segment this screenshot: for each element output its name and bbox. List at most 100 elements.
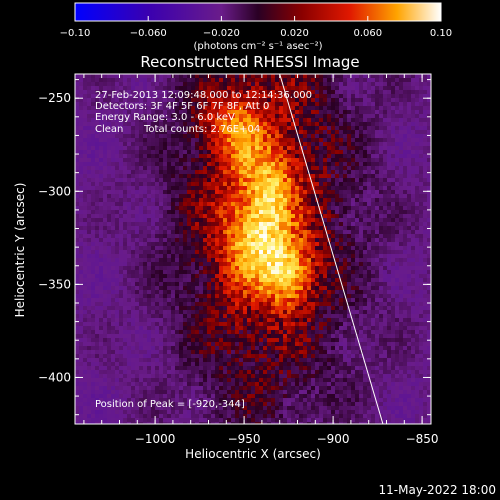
heatmap-cell bbox=[135, 198, 140, 203]
heatmap-cell bbox=[271, 118, 276, 123]
heatmap-cell bbox=[387, 182, 392, 187]
heatmap-cell bbox=[215, 78, 220, 83]
heatmap-cell bbox=[131, 254, 136, 259]
heatmap-cell bbox=[351, 230, 356, 235]
heatmap-cell bbox=[127, 150, 132, 155]
heatmap-cell bbox=[275, 238, 280, 243]
heatmap-cell bbox=[287, 290, 292, 295]
heatmap-cell bbox=[283, 214, 288, 219]
heatmap-cell bbox=[283, 254, 288, 259]
heatmap-cell bbox=[131, 94, 136, 99]
heatmap-cell bbox=[283, 282, 288, 287]
heatmap-cell bbox=[83, 266, 88, 271]
heatmap-cell bbox=[147, 74, 152, 79]
heatmap-cell bbox=[327, 170, 332, 175]
heatmap-cell bbox=[87, 246, 92, 251]
heatmap-cell bbox=[139, 190, 144, 195]
heatmap-cell bbox=[107, 98, 112, 103]
heatmap-cell bbox=[255, 210, 260, 215]
heatmap-cell bbox=[391, 182, 396, 187]
heatmap-cell bbox=[135, 234, 140, 239]
heatmap-cell bbox=[99, 178, 104, 183]
heatmap-cell bbox=[183, 98, 188, 103]
heatmap-cell bbox=[247, 130, 252, 135]
heatmap-cell bbox=[403, 142, 408, 147]
heatmap-cell bbox=[167, 266, 172, 271]
heatmap-cell bbox=[351, 210, 356, 215]
heatmap-cell bbox=[415, 246, 420, 251]
heatmap-cell bbox=[239, 126, 244, 131]
heatmap-cell bbox=[423, 118, 428, 123]
heatmap-cell bbox=[239, 290, 244, 295]
heatmap-cell bbox=[423, 242, 428, 247]
heatmap-cell bbox=[119, 230, 124, 235]
heatmap-cell bbox=[259, 130, 264, 135]
heatmap-cell bbox=[91, 222, 96, 227]
heatmap-cell bbox=[295, 274, 300, 279]
heatmap-cell bbox=[163, 238, 168, 243]
heatmap-cell bbox=[91, 210, 96, 215]
heatmap-cell bbox=[367, 194, 372, 199]
heatmap-cell bbox=[303, 206, 308, 211]
heatmap-cell bbox=[319, 238, 324, 243]
heatmap-cell bbox=[179, 286, 184, 291]
heatmap-cell bbox=[183, 138, 188, 143]
heatmap-cell bbox=[207, 174, 212, 179]
heatmap-cell bbox=[235, 170, 240, 175]
heatmap-cell bbox=[243, 126, 248, 131]
heatmap-cell bbox=[107, 226, 112, 231]
heatmap-cell bbox=[219, 218, 224, 223]
heatmap-cell bbox=[351, 146, 356, 151]
heatmap-cell bbox=[175, 118, 180, 123]
heatmap-cell bbox=[347, 82, 352, 87]
heatmap-cell bbox=[395, 178, 400, 183]
heatmap-cell bbox=[287, 114, 292, 119]
heatmap-cell bbox=[171, 290, 176, 295]
heatmap-cell bbox=[167, 154, 172, 159]
heatmap-cell bbox=[119, 290, 124, 295]
heatmap-cell bbox=[359, 294, 364, 299]
heatmap-cell bbox=[399, 122, 404, 127]
heatmap-cell bbox=[103, 238, 108, 243]
heatmap-cell bbox=[215, 98, 220, 103]
heatmap-cell bbox=[159, 146, 164, 151]
heatmap-cell bbox=[391, 122, 396, 127]
heatmap-cell bbox=[83, 86, 88, 91]
heatmap-cell bbox=[319, 98, 324, 103]
heatmap-cell bbox=[79, 278, 84, 283]
heatmap-cell bbox=[427, 194, 431, 199]
heatmap-cell bbox=[207, 198, 212, 203]
heatmap-cell bbox=[99, 214, 104, 219]
heatmap-cell bbox=[415, 266, 420, 271]
heatmap-cell bbox=[287, 166, 292, 171]
heatmap-cell bbox=[247, 82, 252, 87]
heatmap-cell bbox=[235, 270, 240, 275]
heatmap-cell bbox=[139, 142, 144, 147]
heatmap-cell bbox=[83, 238, 88, 243]
heatmap-cell bbox=[271, 74, 276, 79]
heatmap-cell bbox=[111, 234, 116, 239]
heatmap-cell bbox=[215, 90, 220, 95]
heatmap-cell bbox=[263, 234, 268, 239]
heatmap-cell bbox=[131, 210, 136, 215]
heatmap-cell bbox=[207, 134, 212, 139]
heatmap-cell bbox=[179, 186, 184, 191]
heatmap-cell bbox=[403, 182, 408, 187]
heatmap-cell bbox=[399, 186, 404, 191]
heatmap-cell bbox=[243, 182, 248, 187]
heatmap-cell bbox=[367, 262, 372, 267]
heatmap-cell bbox=[243, 118, 248, 123]
heatmap-cell bbox=[427, 278, 431, 283]
heatmap-cell bbox=[335, 170, 340, 175]
heatmap-cell bbox=[87, 114, 92, 119]
heatmap-cell bbox=[207, 166, 212, 171]
heatmap-cell bbox=[307, 146, 312, 151]
heatmap-cell bbox=[139, 258, 144, 263]
heatmap-cell bbox=[99, 142, 104, 147]
heatmap-cell bbox=[415, 98, 420, 103]
heatmap-cell bbox=[207, 102, 212, 107]
heatmap-cell bbox=[223, 82, 228, 87]
heatmap-cell bbox=[331, 234, 336, 239]
heatmap-cell bbox=[327, 250, 332, 255]
heatmap-cell bbox=[359, 146, 364, 151]
